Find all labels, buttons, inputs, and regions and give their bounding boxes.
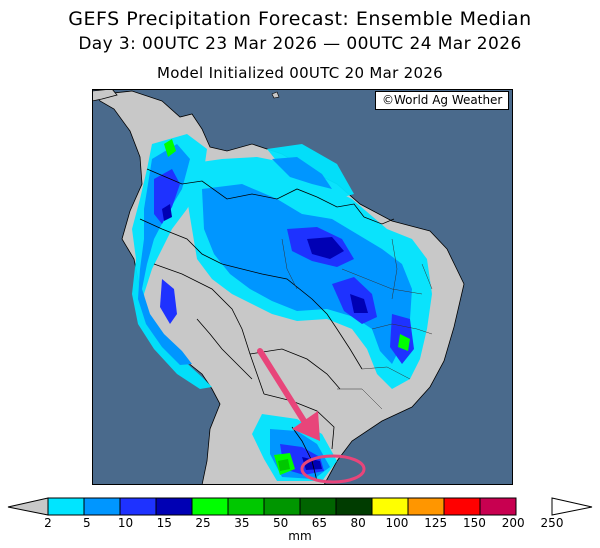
- annotation-circle: [300, 454, 366, 484]
- colorbar-box: [119, 497, 157, 516]
- colorbar-box: [407, 497, 445, 516]
- precipitation-map: [92, 89, 513, 485]
- colorbar-tick-label: 80: [351, 516, 366, 530]
- colorbar-unit: mm: [288, 529, 311, 543]
- map-title: GEFS Precipitation Forecast: Ensemble Me…: [68, 8, 532, 30]
- map-frame: [92, 89, 513, 485]
- colorbar-tick-label: 125: [424, 516, 447, 530]
- colorbar-tick-label: 65: [312, 516, 327, 530]
- colorbar-tick-label: 10: [118, 516, 133, 530]
- colorbar-tick-label: 5: [83, 516, 91, 530]
- colorbar-box: [227, 497, 265, 516]
- colorbar-tick-label: 15: [157, 516, 172, 530]
- precip-35-50mm: [278, 459, 290, 471]
- forecast-period: Day 3: 00UTC 23 Mar 2026 — 00UTC 24 Mar …: [78, 34, 522, 54]
- colorbar-box: [479, 497, 517, 516]
- state-borders: [281, 238, 433, 410]
- colorbar-left-triangle: [7, 497, 49, 516]
- model-init-time: Model Initialized 00UTC 20 Mar 2026: [156, 64, 444, 82]
- colorbar-box: [83, 497, 121, 516]
- credit-label: ©World Ag Weather: [375, 91, 510, 110]
- precip-colorbar: 2 5 10 15 25 35 50 65 80 100 125 150 200 250 mm: [7, 497, 593, 543]
- colorbar-box: [191, 497, 229, 516]
- country-borders: [139, 168, 395, 482]
- colorbar-tick-label: 35: [234, 516, 249, 530]
- colorbar-right-triangle: [551, 497, 593, 516]
- island: [271, 91, 280, 99]
- colorbar-box: [263, 497, 301, 516]
- colorbar-box: [47, 497, 85, 516]
- colorbar-tick-label: 2: [44, 516, 52, 530]
- colorbar-tick-label: 25: [195, 516, 210, 530]
- colorbar-tick-label: 250: [541, 516, 564, 530]
- colorbar-box: [371, 497, 409, 516]
- colorbar-box: [335, 497, 373, 516]
- precip-15-25mm: [162, 204, 368, 470]
- colorbar-box: [299, 497, 337, 516]
- colorbar-tick-label: 50: [273, 516, 288, 530]
- colorbar-tick-label: 200: [502, 516, 525, 530]
- colorbar-box: [443, 497, 481, 516]
- colorbar-tick-label: 100: [385, 516, 408, 530]
- annotation-arrow: [257, 348, 320, 441]
- colorbar-tick-label: 150: [463, 516, 486, 530]
- colorbar-box: [155, 497, 193, 516]
